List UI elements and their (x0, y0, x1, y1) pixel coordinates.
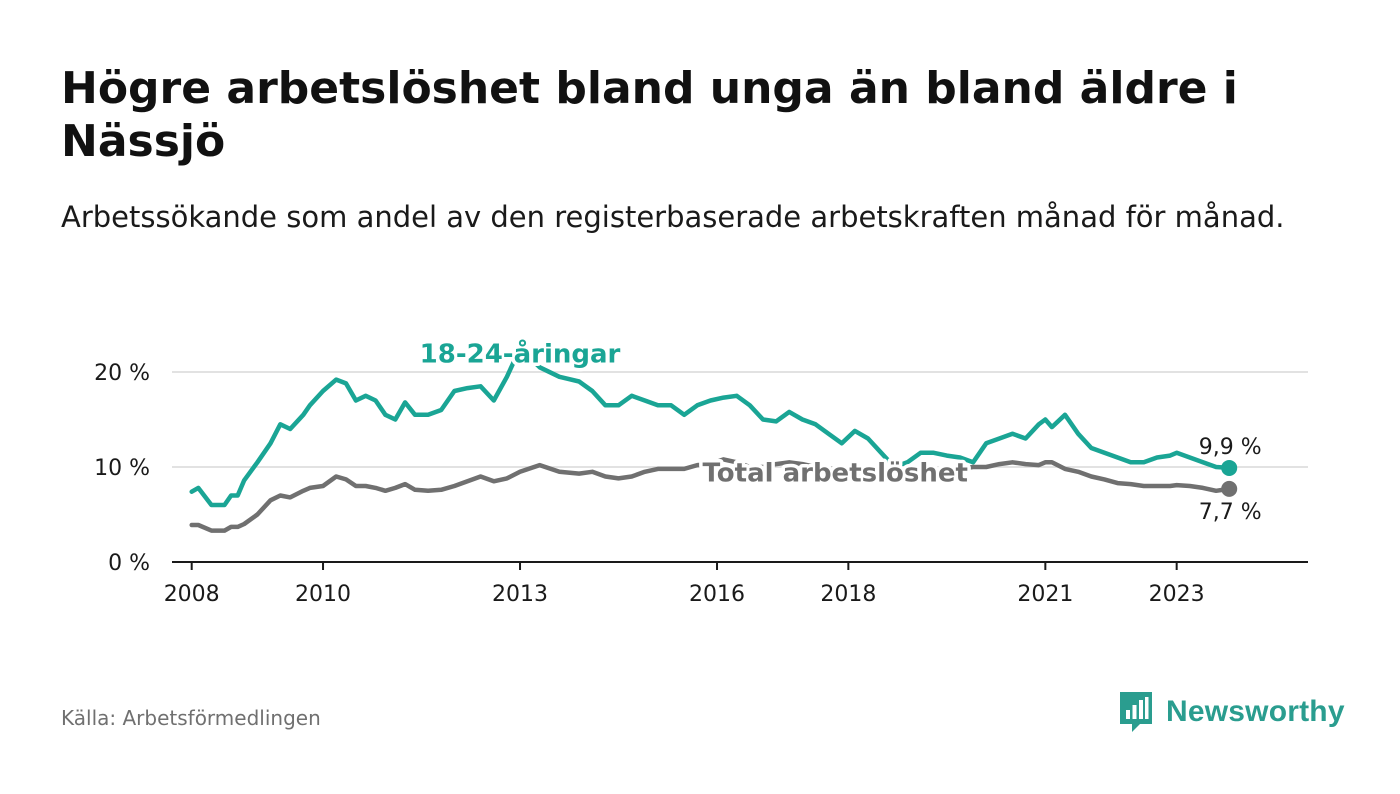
y-tick-label: 20 % (94, 361, 150, 386)
grid-layer (172, 371, 1308, 468)
x-tick-label: 2016 (689, 582, 745, 607)
series-annotation-1: Total arbetslöshet (703, 458, 968, 488)
newsworthy-logo-icon (1120, 692, 1152, 732)
series-end-label-1: 7,7 % (1199, 500, 1262, 525)
label-layer: 9,9 % 7,7 % 18-24-åringar Total arbetslöshe… (416, 334, 1262, 525)
x-tick-label: 2021 (1017, 582, 1073, 607)
x-tick-label: 2018 (820, 582, 876, 607)
x-tick-label: 2013 (492, 582, 548, 607)
x-tick-label: 2008 (164, 582, 220, 607)
y-tick-label: 10 % (94, 456, 150, 481)
newsworthy-logo-text: Newsworthy (1166, 695, 1345, 728)
x-tick-label: 2010 (295, 582, 351, 607)
source-note: Källa: Arbetsförmedlingen (61, 706, 321, 730)
line-chart: 0 %10 %20 %2008 2010 2013 2016 2018 2021 2023 … (94, 334, 1308, 607)
y-tick-label: 0 % (108, 551, 150, 576)
axis-layer: 0 % 10 % 20 % 2008 2010 2013 2016 2018 2021 2023 (94, 361, 1308, 607)
series-annotation-0: 18-24-åringar (420, 338, 621, 370)
chart-title: Högre arbetslöshet bland unga än bland ä… (61, 63, 1238, 167)
chart-subtitle: Arbetssökande som andel av den registerb… (61, 200, 1285, 234)
series-end-point-0 (1221, 459, 1238, 476)
series-layer (189, 346, 1238, 533)
series-end-label-0: 9,9 % (1199, 435, 1262, 460)
x-tick-label: 2023 (1149, 582, 1205, 607)
series-end-point-1 (1221, 480, 1238, 497)
series-line-1 (189, 457, 1232, 533)
newsworthy-logo[interactable]: Newsworthy (1118, 690, 1345, 734)
series-line-0 (189, 346, 1232, 508)
